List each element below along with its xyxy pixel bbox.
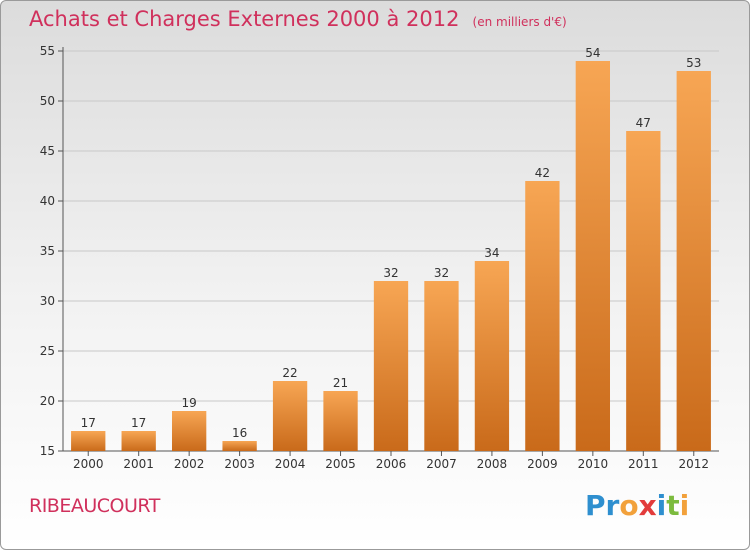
chart-title-text: Achats et Charges Externes 2000 à 2012 — [29, 7, 460, 31]
bar-value-label: 16 — [232, 426, 247, 440]
bar-value-label: 17 — [81, 416, 96, 430]
bar — [424, 281, 459, 451]
logo-letter: t — [666, 489, 680, 522]
bar — [626, 131, 661, 451]
logo-letter: i — [656, 489, 667, 522]
y-tick-label: 15 — [40, 444, 55, 458]
x-tick-label: 2005 — [325, 457, 356, 471]
bar — [71, 431, 106, 451]
chart-title: Achats et Charges Externes 2000 à 2012 (… — [29, 7, 567, 31]
bar — [575, 61, 611, 451]
bars — [71, 61, 711, 451]
x-tick-label: 2010 — [578, 457, 609, 471]
logo-letter: o — [619, 489, 639, 522]
y-tick-label: 20 — [40, 394, 55, 408]
logo-letter: x — [638, 489, 657, 522]
bar — [525, 181, 560, 451]
y-tick-label: 55 — [40, 44, 55, 58]
bar-value-label: 42 — [535, 166, 550, 180]
chart-unit-text: (en milliers d'€) — [472, 15, 567, 29]
y-tick-label: 45 — [40, 144, 55, 158]
x-tick-label: 2008 — [477, 457, 508, 471]
x-tick-label: 2001 — [123, 457, 154, 471]
bar-value-label: 21 — [333, 376, 348, 390]
x-tick-label: 2004 — [275, 457, 306, 471]
x-tick-label: 2002 — [174, 457, 205, 471]
bar — [171, 411, 207, 451]
x-tick-label: 2000 — [73, 457, 104, 471]
logo-letter: r — [605, 489, 620, 522]
bar — [323, 391, 358, 451]
x-tick-label: 2009 — [527, 457, 558, 471]
labels: 15 20 25 30 35 40 45 50 55 17 2000 17 2001 19 2002 16 20… — [40, 44, 709, 471]
proxiti-logo: Proxiti — [585, 489, 689, 522]
bar-value-label: 32 — [383, 266, 398, 280]
bar — [272, 381, 308, 451]
bar — [474, 261, 510, 451]
logo-letter: P — [585, 489, 606, 522]
bar-value-label: 54 — [585, 46, 600, 60]
x-tick-label: 2012 — [678, 457, 709, 471]
bar-value-label: 22 — [282, 366, 297, 380]
bar — [121, 431, 156, 451]
location-label: RIBEAUCOURT — [29, 495, 160, 517]
y-tick-label: 25 — [40, 344, 55, 358]
logo-letter: i — [679, 489, 690, 522]
x-tick-label: 2003 — [224, 457, 255, 471]
y-tick-label: 30 — [40, 294, 55, 308]
y-tick-label: 40 — [40, 194, 55, 208]
bar — [222, 441, 257, 451]
bar-value-label: 53 — [686, 56, 701, 70]
x-tick-label: 2007 — [426, 457, 457, 471]
bar-value-label: 19 — [182, 396, 197, 410]
y-tick-label: 50 — [40, 94, 55, 108]
y-tick-label: 35 — [40, 244, 55, 258]
bar — [676, 71, 711, 451]
x-tick-label: 2011 — [628, 457, 659, 471]
bar-value-label: 34 — [484, 246, 499, 260]
bar-value-label: 32 — [434, 266, 449, 280]
bar-value-label: 47 — [636, 116, 651, 130]
x-tick-label: 2006 — [376, 457, 407, 471]
bar — [373, 281, 409, 451]
bar-value-label: 17 — [131, 416, 146, 430]
